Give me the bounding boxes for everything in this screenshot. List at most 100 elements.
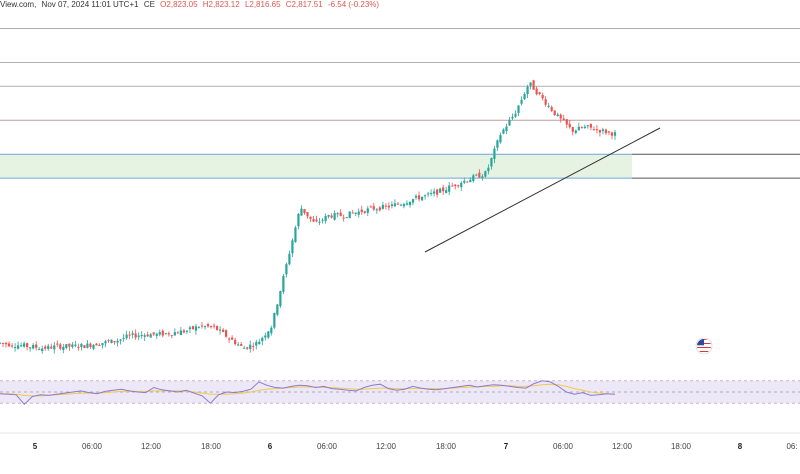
candle-body bbox=[140, 334, 143, 336]
candle bbox=[134, 329, 137, 340]
candle-body bbox=[448, 185, 451, 192]
candle bbox=[523, 92, 526, 100]
candle-body bbox=[342, 217, 345, 219]
candle bbox=[508, 117, 511, 126]
candle bbox=[23, 341, 26, 348]
candle bbox=[553, 110, 556, 116]
candle-body bbox=[442, 187, 445, 192]
candle bbox=[62, 344, 65, 354]
flag-stripe bbox=[697, 345, 711, 346]
candle bbox=[321, 218, 324, 224]
candle bbox=[273, 312, 276, 330]
header-change: -6.54 (-0.23%) bbox=[327, 0, 380, 9]
candle-body bbox=[336, 213, 339, 215]
candle-body bbox=[146, 334, 149, 337]
candle-body bbox=[460, 182, 463, 188]
time-axis: 5 06:00 12:00 18:00 6 06:00 12:00 18:00 7 06:00 12… bbox=[0, 432, 800, 451]
candle bbox=[589, 123, 592, 131]
candle bbox=[378, 206, 381, 212]
candle bbox=[291, 238, 294, 257]
candle-body bbox=[571, 127, 574, 132]
candle-body bbox=[77, 346, 80, 348]
candle-body bbox=[481, 176, 484, 178]
candle bbox=[333, 210, 336, 221]
candle bbox=[179, 326, 182, 336]
candle-body bbox=[179, 330, 182, 336]
candle-body bbox=[499, 135, 502, 143]
candle bbox=[402, 202, 406, 209]
candle-body bbox=[270, 327, 273, 334]
x-tick-label: 06:00 bbox=[553, 442, 574, 451]
candle bbox=[47, 343, 50, 351]
candle-body bbox=[463, 180, 466, 183]
candle bbox=[191, 325, 195, 330]
candle-body bbox=[348, 211, 351, 219]
candle-body bbox=[282, 275, 285, 292]
candle-body bbox=[366, 208, 369, 213]
candle-body bbox=[514, 113, 517, 117]
candle-body bbox=[68, 343, 71, 347]
candle bbox=[167, 331, 170, 337]
candle bbox=[451, 182, 454, 187]
candle-body bbox=[324, 215, 327, 222]
candle-body bbox=[541, 94, 544, 99]
candle bbox=[68, 343, 71, 351]
candle bbox=[7, 341, 11, 348]
candle-body bbox=[580, 127, 583, 129]
candle bbox=[505, 123, 508, 134]
candle bbox=[565, 118, 568, 129]
candle bbox=[206, 322, 210, 328]
candle bbox=[426, 191, 430, 198]
candle bbox=[13, 343, 17, 352]
candle bbox=[10, 343, 14, 349]
candle-body bbox=[592, 129, 595, 131]
candle-body bbox=[185, 330, 189, 332]
trendline[interactable] bbox=[424, 127, 661, 253]
candle-body bbox=[32, 344, 35, 349]
candle-body bbox=[466, 181, 469, 183]
candle bbox=[568, 119, 571, 129]
candle-body bbox=[276, 304, 279, 315]
candle bbox=[351, 209, 354, 214]
candle-body bbox=[1, 342, 5, 344]
candle-body bbox=[122, 338, 125, 340]
header-datetime: Nov 07, 2024 11:01 UTC+1 bbox=[41, 0, 139, 9]
candle bbox=[234, 337, 237, 346]
candle-body bbox=[10, 345, 14, 347]
candle-body bbox=[164, 333, 167, 335]
x-tick-label: 12:00 bbox=[612, 442, 633, 451]
candle-body bbox=[197, 327, 201, 329]
candle-body bbox=[264, 335, 267, 338]
candle-body bbox=[553, 110, 556, 116]
candle bbox=[520, 96, 523, 106]
candle-body bbox=[565, 119, 568, 125]
candle-body bbox=[83, 345, 86, 348]
candle bbox=[98, 343, 101, 346]
us-flag-icon[interactable] bbox=[695, 337, 713, 355]
candle-body bbox=[110, 339, 113, 344]
flag-stripe bbox=[697, 351, 711, 352]
candle bbox=[514, 110, 517, 118]
candle bbox=[128, 331, 131, 339]
candle bbox=[396, 201, 400, 206]
candle-body bbox=[125, 334, 128, 339]
candle-body bbox=[333, 213, 336, 220]
header-source: View.com, bbox=[0, 0, 37, 9]
candle bbox=[249, 340, 252, 353]
candle-body bbox=[372, 206, 375, 210]
zone-fill bbox=[0, 154, 632, 179]
candle-body bbox=[38, 349, 41, 351]
candle bbox=[478, 169, 481, 178]
x-tick-label: 06:00 bbox=[317, 442, 338, 451]
candle bbox=[282, 274, 285, 294]
candle-body bbox=[291, 240, 294, 254]
candle bbox=[95, 342, 98, 346]
candle-body bbox=[532, 80, 535, 90]
candle bbox=[258, 339, 261, 345]
candle bbox=[538, 91, 541, 96]
candle-body bbox=[65, 344, 68, 348]
candle-body bbox=[595, 129, 599, 131]
candle bbox=[433, 188, 436, 197]
flag-canton bbox=[697, 339, 704, 346]
